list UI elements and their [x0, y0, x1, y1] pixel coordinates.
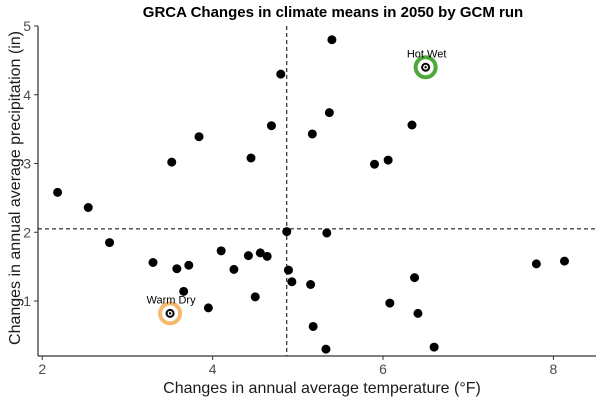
data-point	[559, 256, 569, 266]
data-point	[282, 227, 292, 237]
data-point	[287, 277, 297, 287]
data-point	[184, 260, 194, 270]
x-tick-label: 2	[38, 361, 46, 377]
data-point	[322, 228, 332, 238]
data-point	[283, 265, 293, 275]
data-point	[167, 157, 177, 167]
data-point	[250, 292, 260, 302]
chart-title: GRCA Changes in climate means in 2050 by…	[143, 4, 523, 21]
data-point	[266, 121, 276, 131]
data-point	[194, 132, 204, 142]
y-axis-title: Changes in annual average precipitation …	[7, 31, 24, 345]
x-tick-label: 6	[379, 361, 387, 377]
x-tick-label: 8	[550, 361, 558, 377]
data-point	[262, 251, 272, 261]
data-point	[179, 286, 189, 296]
data-point	[324, 108, 334, 118]
data-point	[172, 264, 182, 274]
data-point	[413, 308, 423, 318]
data-point	[307, 129, 317, 139]
data-point	[229, 264, 239, 274]
data-point	[385, 298, 395, 308]
highlight-dot	[424, 66, 427, 69]
data-point	[383, 155, 393, 165]
data-point	[246, 153, 256, 163]
data-point	[321, 344, 331, 354]
data-point	[531, 259, 541, 269]
highlight-label: Warm Dry	[146, 294, 196, 306]
data-point	[276, 69, 286, 79]
data-point	[83, 203, 93, 212]
data-point	[105, 238, 115, 248]
data-point	[148, 258, 158, 267]
data-point	[306, 280, 316, 289]
x-axis-title: Changes in annual average temperature (°…	[163, 380, 481, 397]
data-point	[410, 273, 420, 283]
highlight-ring	[158, 301, 183, 326]
data-point	[216, 246, 226, 256]
data-point	[243, 251, 253, 261]
data-point	[255, 248, 265, 258]
y-tick-label: 2	[23, 224, 31, 240]
y-tick-label: 4	[23, 87, 31, 103]
data-point	[308, 321, 318, 331]
data-point	[327, 35, 337, 45]
data-point	[370, 159, 380, 169]
plot-area: 2 4 6 8 1 2 3 4 5 Warm Dry Hot Wet	[23, 18, 596, 377]
highlight-label: Hot Wet	[407, 48, 447, 60]
y-tick-label: 5	[23, 18, 31, 34]
highlight-ring	[413, 55, 438, 80]
highlight-dot	[168, 312, 172, 315]
data-point	[53, 187, 63, 197]
data-point	[429, 342, 439, 352]
data-point	[407, 120, 417, 130]
y-tick-label: 3	[23, 156, 31, 172]
x-tick-label: 4	[209, 361, 217, 377]
data-point	[203, 303, 213, 313]
y-tick-label: 1	[23, 293, 31, 309]
